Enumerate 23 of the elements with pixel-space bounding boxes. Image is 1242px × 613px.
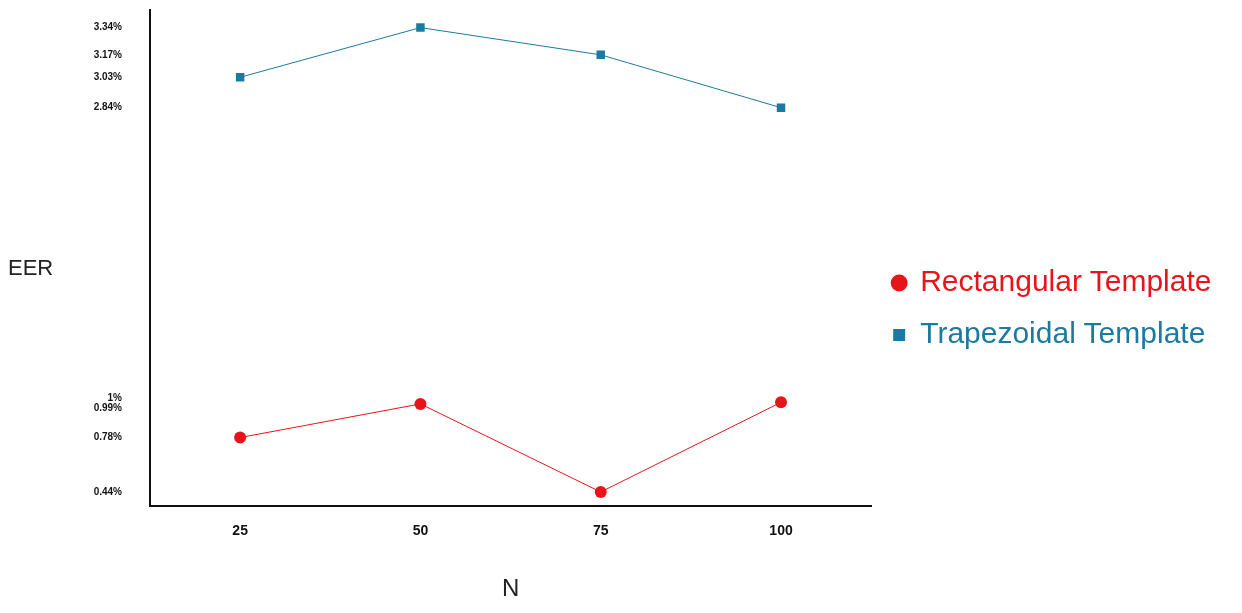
y-tick-label: 2.84%	[93, 101, 123, 113]
y-tick-label: 0.99%	[93, 401, 123, 413]
point	[596, 50, 605, 60]
y-tick-label: 3.34%	[93, 21, 123, 33]
point	[414, 397, 427, 410]
y-tick-label: 0.44%	[93, 485, 123, 497]
x-axis-title: N	[501, 574, 520, 602]
x-tick-label: 50	[412, 521, 429, 538]
point	[775, 396, 788, 409]
x-tick-label: 100	[769, 521, 793, 538]
y-tick-label: 3.03%	[93, 71, 123, 82]
y-axis-title: EER	[8, 255, 54, 281]
x-tick-label: 75	[592, 521, 609, 538]
point	[416, 23, 425, 32]
y-tick-label: 0.78%	[93, 431, 123, 443]
x-tick-label: 25	[232, 521, 249, 538]
legend-label: Trapezoidal Template	[920, 316, 1206, 350]
point	[594, 485, 607, 498]
y-tick-label: 1%	[107, 391, 123, 403]
legend-label: Rectangular Template	[920, 264, 1212, 298]
y-tick-label: 3.17%	[93, 48, 123, 60]
point	[234, 431, 247, 444]
point	[776, 103, 786, 112]
